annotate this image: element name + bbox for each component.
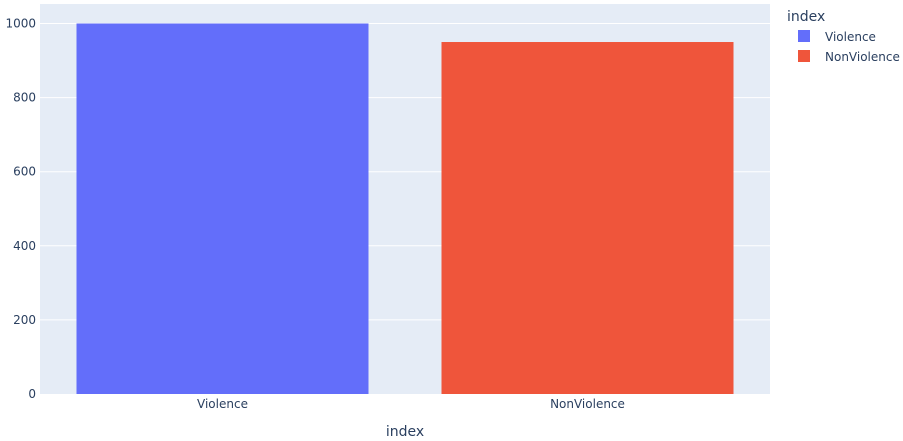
legend-swatch-nonviolence [798, 50, 810, 62]
legend-swatch-violence [798, 30, 810, 42]
x-tick-label: NonViolence [550, 397, 625, 411]
legend: index Violence NonViolence [787, 9, 900, 64]
legend-item-violence[interactable]: Violence [798, 30, 876, 44]
y-tick-label: 0 [28, 387, 36, 401]
y-tick-label: 400 [13, 239, 36, 253]
legend-item-nonviolence[interactable]: NonViolence [798, 50, 900, 64]
x-axis-title: index [386, 424, 424, 440]
y-axis-ticks: 0 200 400 600 800 1000 [5, 16, 36, 401]
bars [76, 23, 734, 395]
y-tick-label: 600 [13, 165, 36, 179]
legend-label-nonviolence: NonViolence [825, 50, 900, 64]
y-tick-label: 1000 [5, 16, 36, 30]
legend-title: index [787, 9, 825, 25]
bar-nonviolence[interactable] [441, 42, 734, 395]
x-axis-ticks: Violence NonViolence [197, 397, 625, 411]
x-tick-label: Violence [197, 397, 248, 411]
y-tick-label: 200 [13, 313, 36, 327]
legend-label-violence: Violence [825, 30, 876, 44]
bar-violence[interactable] [76, 23, 369, 394]
y-tick-label: 800 [13, 91, 36, 105]
